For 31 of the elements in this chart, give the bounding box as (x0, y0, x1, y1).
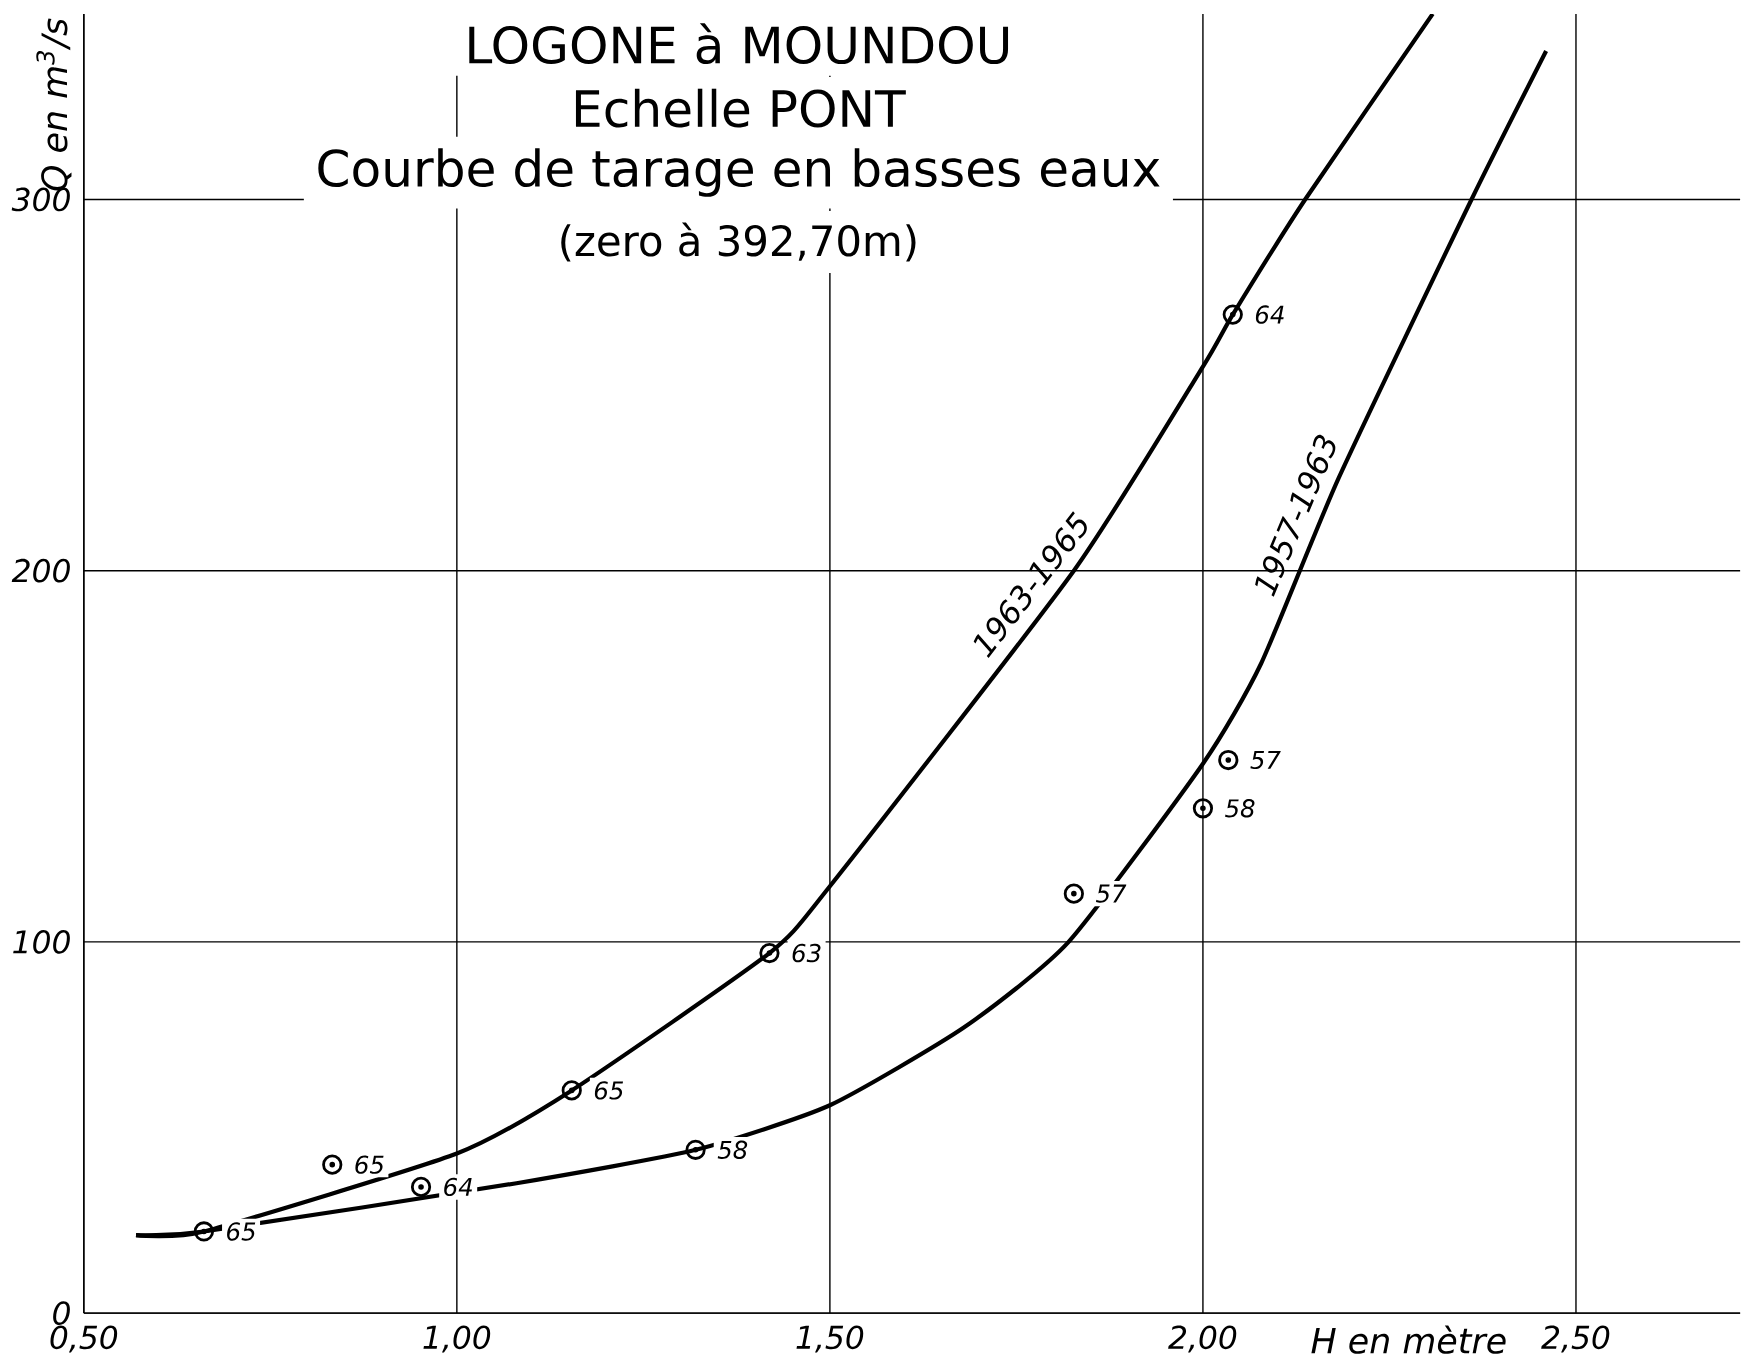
annotation: 65 (355, 1155, 384, 1175)
point (193, 1221, 215, 1242)
annotation: 65 (594, 1081, 624, 1100)
x-tick-label: 1,00 (423, 1325, 491, 1353)
y-tick-label: 200 (11, 558, 70, 583)
y-tick-label: 100 (13, 930, 70, 954)
x-tick-label: 2,50 (1541, 1325, 1610, 1353)
annotation: Courbe de tarage en basses eaux (318, 148, 1160, 198)
x-tick-label: 0,50 (50, 1325, 118, 1353)
point (561, 1080, 582, 1101)
annotation: 57 (1095, 884, 1127, 903)
annotation: 58 (1225, 799, 1255, 818)
annotation: (zero à 392,70m) (561, 222, 916, 262)
point (685, 1139, 706, 1161)
y-tick-label: 0 (53, 1301, 70, 1326)
annotation: 63 (792, 943, 821, 963)
annotation: 65 (227, 1222, 256, 1241)
x-tick-label: 1,50 (796, 1325, 864, 1353)
point (1218, 750, 1239, 771)
point (1063, 883, 1084, 904)
text: Echelle PONT (575, 88, 906, 128)
point (410, 1176, 432, 1198)
chart-title: LOGONE à MOUNDOU (469, 23, 1009, 65)
point (322, 1154, 343, 1175)
annotation: 64 (444, 1177, 472, 1197)
annotation: 64 (1255, 305, 1284, 324)
point (1192, 798, 1214, 819)
x-axis-title: H en mètre (1311, 1325, 1506, 1354)
x-tick-label: 2,00 (1168, 1325, 1237, 1353)
annotation: 58 (717, 1140, 748, 1160)
annotation: 57 (1250, 751, 1281, 770)
